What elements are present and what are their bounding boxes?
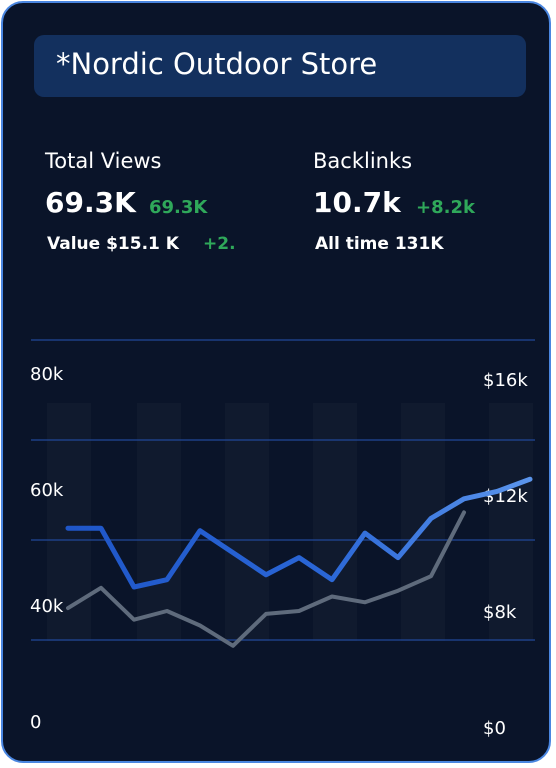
total-views-sub: Value $15.1 K (47, 234, 179, 254)
y-left-tick-label: 40k (30, 596, 64, 617)
store-title: *Nordic Outdoor Store (56, 47, 378, 81)
y-right-tick-label: $0 (483, 718, 506, 739)
total-views-label: Total Views (45, 149, 162, 173)
total-views-sub-delta: +2. (203, 234, 236, 254)
series-line-secondary (66, 510, 466, 648)
total-views-value: 69.3K (45, 186, 136, 219)
title-bar: *Nordic Outdoor Store (34, 35, 526, 97)
y-right-tick-label: $8k (483, 602, 517, 623)
backlinks-delta: +8.2k (416, 197, 475, 218)
y-right-tick-label: $16k (483, 370, 528, 391)
chart-band (137, 403, 181, 641)
chart-band (313, 403, 357, 641)
chart-band (401, 403, 445, 641)
y-left-tick-label: 60k (30, 480, 64, 501)
total-views-delta: 69.3K (149, 197, 208, 218)
chart-band (225, 403, 269, 641)
backlinks-sub: All time 131K (315, 234, 444, 254)
series-line-primary (65, 476, 533, 590)
backlinks-value: 10.7k (313, 186, 401, 219)
y-left-tick-label: 80k (30, 364, 64, 385)
backlinks-label: Backlinks (313, 149, 413, 173)
y-left-tick-label: 0 (30, 712, 41, 733)
